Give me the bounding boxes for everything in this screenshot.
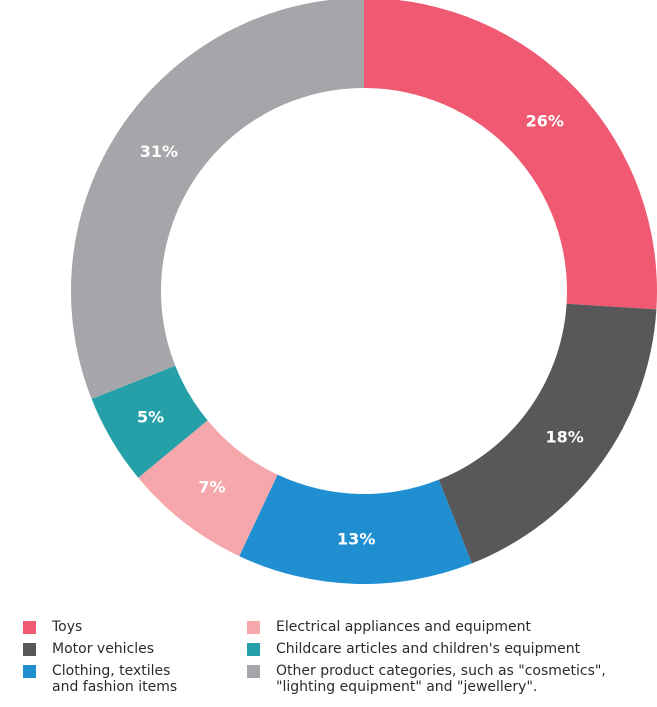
legend-swatch-toys: [23, 621, 36, 634]
slice-label-motor-vehicles: 18%: [545, 427, 583, 446]
slice-label-other: 31%: [140, 142, 178, 161]
legend-item-clothing: Clothing, textiles and fashion items: [23, 663, 177, 695]
slice-toys: [364, 0, 657, 310]
slice-label-toys: 26%: [526, 112, 564, 131]
legend-swatch-clothing: [23, 665, 36, 678]
legend-swatch-electrical: [247, 621, 260, 634]
slice-electrical: [138, 420, 278, 557]
legend-item-other: Other product categories, such as "cosme…: [247, 663, 606, 695]
slice-label-electrical: 7%: [198, 477, 225, 496]
slice-other: [71, 0, 364, 399]
legend-label-toys: Toys: [52, 619, 83, 635]
donut-slices: [71, 0, 657, 584]
legend-label-clothing: Clothing, textiles and fashion items: [52, 663, 178, 695]
slice-childcare: [91, 365, 208, 478]
legend-item-childcare: Childcare articles and children's equipm…: [247, 641, 580, 657]
slice-motor-vehicles: [438, 303, 657, 564]
slice-label-childcare: 5%: [137, 408, 164, 427]
legend-swatch-childcare: [247, 643, 260, 656]
legend-item-electrical: Electrical appliances and equipment: [247, 619, 531, 635]
legend-swatch-motor-vehicles: [23, 643, 36, 656]
legend-label-childcare: Childcare articles and children's equipm…: [276, 641, 581, 657]
legend-swatch-other: [247, 665, 260, 678]
legend-item-motor-vehicles: Motor vehicles: [23, 641, 154, 657]
legend-label-other: Other product categories, such as "cosme…: [276, 663, 606, 695]
legend-label-motor-vehicles: Motor vehicles: [52, 641, 155, 657]
slice-clothing: [239, 474, 472, 584]
legend-label-electrical: Electrical appliances and equipment: [276, 619, 531, 635]
donut-chart: 26% 18% 13% 7% 5% 31%: [71, 0, 657, 584]
slice-label-clothing: 13%: [337, 529, 375, 548]
legend-item-toys: Toys: [23, 619, 82, 635]
slice-labels: 26% 18% 13% 7% 5% 31%: [137, 112, 584, 549]
legend: Toys Motor vehicles Clothing, textiles a…: [23, 613, 653, 703]
